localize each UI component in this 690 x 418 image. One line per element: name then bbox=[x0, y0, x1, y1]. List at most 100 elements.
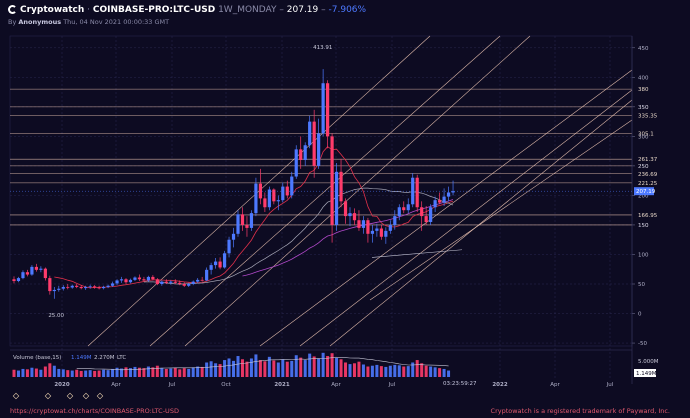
candle bbox=[222, 250, 227, 269]
volume-bar bbox=[111, 368, 115, 377]
volume-bar bbox=[142, 368, 146, 377]
candle bbox=[209, 262, 213, 275]
candle bbox=[160, 280, 164, 286]
volume-bar bbox=[200, 366, 204, 377]
candle bbox=[227, 236, 231, 258]
volume-price-tag bbox=[634, 369, 656, 377]
candle bbox=[178, 280, 182, 286]
candle bbox=[196, 278, 200, 283]
candle bbox=[308, 115, 312, 149]
candle bbox=[115, 279, 119, 286]
candle bbox=[438, 192, 442, 205]
y-tick-label: 50 bbox=[638, 282, 645, 288]
brand-name: Cryptowatch bbox=[20, 5, 85, 15]
volume-bar bbox=[245, 361, 249, 377]
high-annotation: 413.91 bbox=[313, 45, 332, 51]
volume-bar bbox=[232, 360, 236, 377]
volume-bar bbox=[160, 368, 164, 377]
candle bbox=[402, 201, 406, 214]
volume-bar bbox=[102, 369, 106, 377]
volume-bar bbox=[151, 367, 155, 377]
volume-bar bbox=[48, 363, 52, 377]
volume-bar bbox=[205, 362, 209, 377]
y-tick-label: 150 bbox=[638, 223, 649, 229]
y-tick-label: 450 bbox=[638, 46, 649, 52]
volume-bar bbox=[120, 368, 124, 377]
volume-bar bbox=[34, 368, 38, 377]
price-level-label: 236.69 bbox=[638, 172, 658, 178]
candle bbox=[303, 142, 307, 166]
y-tick-label: 250 bbox=[638, 164, 649, 170]
volume-bar bbox=[393, 364, 397, 377]
volume-bar bbox=[433, 367, 437, 377]
volume-bar bbox=[438, 368, 442, 377]
candle bbox=[200, 276, 204, 282]
candle bbox=[263, 192, 267, 212]
candle bbox=[420, 201, 424, 231]
volume-bar bbox=[326, 356, 330, 377]
volume-bar bbox=[357, 361, 361, 377]
chart-header: Cryptowatch · COINBASE-PRO:LTC-USD 1W_MO… bbox=[0, 0, 690, 30]
volume-bar bbox=[97, 370, 101, 377]
volume-bar bbox=[379, 366, 383, 377]
last-price: 207.19 bbox=[286, 5, 319, 15]
x-tick-label: 2022 bbox=[492, 382, 507, 388]
volume-bar bbox=[276, 362, 280, 377]
candle bbox=[93, 285, 97, 289]
candle bbox=[312, 109, 316, 178]
low-annotation: 25.00 bbox=[48, 313, 64, 319]
y-tick-label: 100 bbox=[638, 252, 649, 258]
candle bbox=[236, 210, 240, 237]
candle bbox=[151, 275, 155, 281]
candle bbox=[205, 267, 209, 282]
candle bbox=[276, 195, 280, 211]
cryptowatch-logo-icon bbox=[8, 5, 17, 14]
volume-bar bbox=[366, 366, 370, 377]
candle bbox=[446, 186, 451, 202]
current-price-label: 207.19 bbox=[636, 189, 656, 195]
volume-bar bbox=[397, 365, 401, 377]
candle bbox=[182, 282, 186, 287]
candle bbox=[231, 227, 236, 248]
volume-bar bbox=[361, 364, 365, 377]
chart-url[interactable]: https://cryptowat.ch/charts/COINBASE-PRO… bbox=[10, 407, 179, 415]
candle bbox=[173, 279, 177, 284]
volume-bar bbox=[209, 361, 213, 377]
candle bbox=[16, 276, 21, 283]
volume-bar bbox=[339, 359, 343, 377]
candle bbox=[406, 198, 410, 214]
candle bbox=[187, 282, 191, 287]
candle bbox=[357, 210, 361, 231]
volume-bar bbox=[191, 367, 195, 377]
x-tick-label: Jul bbox=[168, 382, 176, 388]
volume-bar bbox=[388, 365, 392, 377]
volume-bar bbox=[429, 366, 433, 377]
candle bbox=[272, 188, 276, 205]
candle bbox=[102, 285, 106, 290]
volume-bar bbox=[173, 367, 177, 377]
candle bbox=[411, 172, 415, 208]
volume-bar bbox=[214, 363, 218, 377]
candle bbox=[128, 278, 133, 284]
current-price-tag bbox=[634, 187, 654, 196]
volume-bar bbox=[294, 355, 298, 377]
volume-bar bbox=[133, 366, 137, 377]
price-change: -7.906% bbox=[328, 5, 367, 15]
market-symbol: COINBASE-PRO:LTC-USD bbox=[92, 5, 216, 15]
volume-bar bbox=[66, 370, 70, 377]
candle bbox=[84, 285, 88, 290]
candle bbox=[290, 171, 294, 199]
candle bbox=[70, 284, 74, 289]
candle bbox=[52, 286, 56, 299]
volume-bar bbox=[308, 353, 312, 377]
volume-bar bbox=[375, 364, 379, 377]
volume-bar bbox=[84, 370, 88, 377]
volume-axis-label: 5.000M bbox=[638, 359, 659, 365]
candle bbox=[366, 217, 370, 243]
volume-bar bbox=[312, 356, 316, 377]
candle bbox=[75, 284, 79, 289]
interval-label: 1W_MONDAY bbox=[218, 5, 277, 15]
author-name: Anonymous bbox=[18, 18, 62, 26]
candle bbox=[61, 285, 65, 291]
